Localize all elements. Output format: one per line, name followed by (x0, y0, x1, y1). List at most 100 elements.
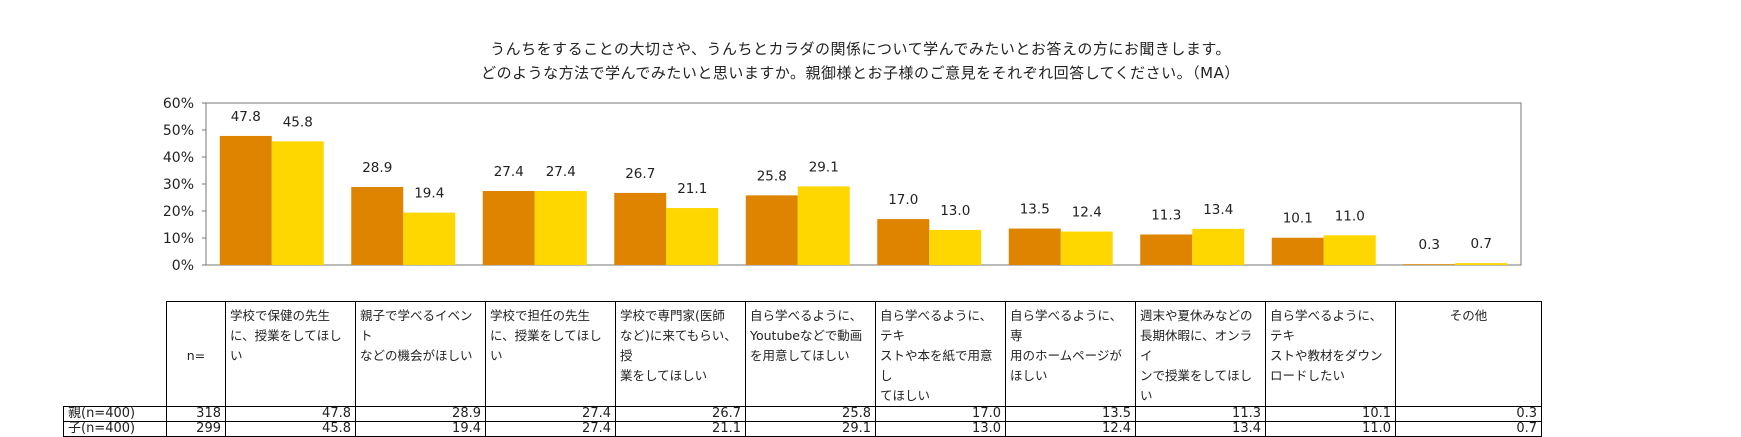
chart-title-line-1: うんちをすることの大切さや、うんちとカラダの関係について学んでみたいとお答えの方… (490, 40, 1231, 58)
table-cell-parent: 11.3 (1135, 406, 1266, 422)
table-category-header: 学校で担任の先生に、授業をしてほしい (485, 301, 616, 407)
table-cell-child: 12.4 (1005, 421, 1136, 437)
bar-parent (1271, 237, 1324, 265)
category-label-line: ストや本を紙で用意し (880, 348, 993, 383)
category-label-line: に、授業をしてほしい (230, 328, 342, 363)
bar-parent (1008, 228, 1061, 265)
bar-child (271, 141, 324, 265)
category-label-line: ロードしたい (1270, 368, 1346, 383)
bar-child (1060, 231, 1113, 265)
bar-child (1192, 228, 1245, 265)
bar-parent (219, 135, 272, 265)
n-value-parent: 318 (166, 406, 226, 422)
table-category-header: 学校で専門家(医師 など)に来てもらい、授 業をしてほしい (615, 301, 746, 407)
data-label-parent: 25.8 (757, 168, 787, 184)
data-label-child: 29.1 (809, 159, 839, 175)
table-cell-parent: 0.3 (1395, 406, 1542, 422)
table-cell-child: 29.1 (745, 421, 876, 437)
table-cell-child: 13.0 (875, 421, 1006, 437)
row-label-parent: 親(n=400) (63, 406, 167, 422)
table-cell-parent: 10.1 (1265, 406, 1396, 422)
category-label-line: 自ら学べるように、テキ (1270, 308, 1383, 343)
data-label-parent: 0.3 (1419, 237, 1440, 253)
category-label-line: ほしい (1010, 368, 1048, 383)
bar-child (666, 208, 719, 265)
table-cell-child: 0.7 (1395, 421, 1542, 437)
bar-parent (482, 191, 535, 265)
bar-child (929, 229, 982, 265)
bar-parent (1403, 264, 1456, 265)
data-label-child: 12.4 (1072, 205, 1102, 221)
table-category-header: 自ら学べるように、専用のホームページが ほしい (1005, 301, 1136, 407)
category-label-line: など)に来てもらい、授 (620, 328, 737, 363)
data-label-child: 21.1 (677, 181, 707, 197)
table-cell-child: 19.4 (355, 421, 486, 437)
category-label-line: 週末や夏休みなどの (1140, 308, 1253, 323)
bar-chart: 0% 10% 20% 30% 40% 50% 60% 47.8 28.9 27.4 26.7 25.8… (163, 96, 1522, 274)
category-label-line: に、授業をしてほしい (490, 328, 602, 363)
bar-child (1455, 263, 1508, 265)
table-cell-parent: 13.5 (1005, 406, 1136, 422)
y-tick-label: 20% (163, 204, 194, 220)
table-cell-parent: 26.7 (615, 406, 746, 422)
category-label-line: 学校で担任の先生 (490, 308, 591, 323)
table-cell-parent: 17.0 (875, 406, 1006, 422)
table-cell-child: 45.8 (225, 421, 356, 437)
table-category-header: 自ら学べるように、テキ ストや本を紙で用意し てほしい (875, 301, 1006, 407)
category-label-line: 学校で専門家(医師 (620, 308, 725, 323)
bar-parent (614, 192, 667, 265)
category-label-line: 親子で学べるイベント (360, 308, 473, 343)
n-label: n= (166, 301, 226, 407)
row-label-child: 子(n=400) (63, 421, 167, 437)
data-label-parent: 28.9 (362, 160, 392, 176)
table-category-header: その他 (1395, 301, 1542, 407)
category-label-line: を用意してほしい (750, 348, 850, 363)
y-tick-label: 30% (163, 177, 194, 193)
data-label-child: 13.0 (940, 203, 970, 219)
category-label-line: 長期休暇に、オンライ (1140, 328, 1253, 363)
y-tick-label: 0% (172, 258, 194, 274)
bar-parent (351, 186, 404, 265)
category-label-line: などの機会がほしい (360, 348, 473, 363)
table-category-header: 週末や夏休みなどの 長期休暇に、オンライ ンで授業をしてほしい (1135, 301, 1266, 407)
table-corner (63, 301, 167, 407)
bar-child (534, 191, 587, 265)
data-label-parent: 10.1 (1283, 211, 1313, 227)
data-table: n= 学校で保健の先生に、授業をしてほしい 親子で学べるイベントなどの機会がほしい… (63, 301, 1542, 437)
data-label-parent: 26.7 (625, 166, 655, 182)
table-cell-parent: 27.4 (485, 406, 616, 422)
data-label-parent: 27.4 (494, 164, 524, 180)
category-label-line: 自ら学べるように、専 (1010, 308, 1123, 343)
table-row-child: 子(n=400) 299 45.8 19.4 27.4 21.1 29.1 13.0 12.… (63, 421, 1542, 437)
data-label-parent: 13.5 (1020, 202, 1050, 218)
category-label-line: 自ら学べるように、テキ (880, 308, 993, 343)
table-header-row: n= 学校で保健の先生に、授業をしてほしい 親子で学べるイベントなどの機会がほしい… (63, 301, 1542, 407)
table-cell-parent: 47.8 (225, 406, 356, 422)
bar-child (797, 186, 850, 265)
category-label-line: 学校で保健の先生 (230, 308, 331, 323)
category-label-line: 用のホームページが (1010, 348, 1122, 363)
data-label-child: 45.8 (283, 114, 313, 130)
table-cell-child: 13.4 (1135, 421, 1266, 437)
table-category-header: 親子で学べるイベントなどの機会がほしい (355, 301, 486, 407)
table-cell-parent: 28.9 (355, 406, 486, 422)
table-category-header: 学校で保健の先生に、授業をしてほしい (225, 301, 356, 407)
table-category-header: 自ら学べるように、テキストや教材をダウン ロードしたい (1265, 301, 1396, 407)
bar-parent (745, 195, 798, 265)
y-tick-label: 10% (163, 231, 194, 247)
category-label-line: 自ら学べるように、 (750, 308, 863, 323)
bar-parent (1140, 234, 1193, 265)
table-cell-child: 27.4 (485, 421, 616, 437)
bar-child (403, 212, 456, 265)
table-cell-child: 11.0 (1265, 421, 1396, 437)
y-tick-label: 60% (163, 96, 194, 112)
y-tick-label: 40% (163, 150, 194, 166)
category-label-line: その他 (1449, 308, 1488, 323)
data-label-child: 11.0 (1335, 208, 1365, 224)
data-label-child: 27.4 (546, 164, 576, 180)
bar-parent (877, 219, 930, 265)
y-tick-label: 50% (163, 123, 194, 139)
table-row-parent: 親(n=400) 318 47.8 28.9 27.4 26.7 25.8 17.0 13.… (63, 406, 1542, 422)
data-label-child: 13.4 (1203, 202, 1233, 218)
category-label-line: ストや教材をダウン (1270, 348, 1383, 363)
